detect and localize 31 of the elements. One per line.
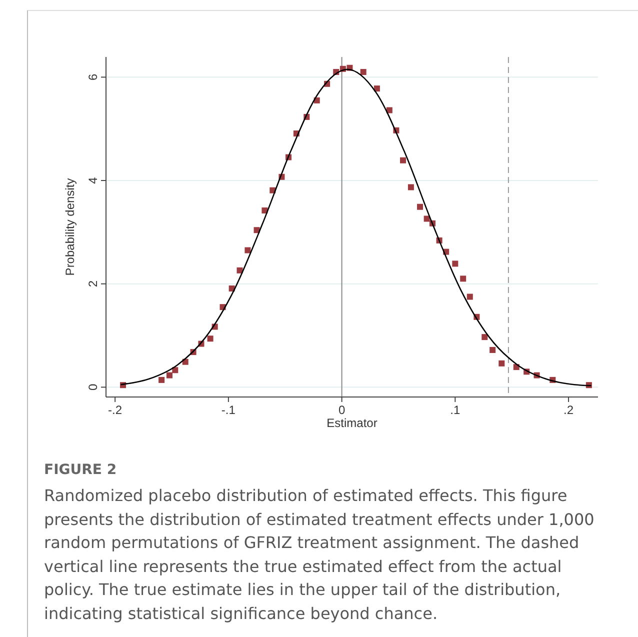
x-tick-label: -.2 bbox=[108, 403, 122, 417]
point bbox=[360, 68, 366, 75]
y-tick-label: 0 bbox=[86, 384, 100, 391]
point bbox=[490, 346, 496, 353]
x-tick-label: .2 bbox=[564, 403, 574, 417]
point bbox=[482, 334, 488, 340]
point bbox=[400, 157, 406, 164]
point bbox=[386, 107, 392, 114]
x-tick-label: -.1 bbox=[221, 403, 236, 417]
x-tick-label: 0 bbox=[338, 403, 346, 417]
y-axis-title: Probability density bbox=[63, 178, 77, 276]
point bbox=[244, 247, 251, 254]
point bbox=[207, 336, 214, 342]
x-tick-label: .1 bbox=[450, 403, 460, 417]
point bbox=[158, 376, 165, 383]
point bbox=[460, 276, 466, 282]
point bbox=[498, 360, 505, 366]
point bbox=[262, 207, 268, 214]
point bbox=[424, 216, 430, 222]
caption: FIGURE 2 bbox=[44, 462, 118, 478]
point bbox=[466, 294, 473, 300]
y-tick-label: 2 bbox=[86, 280, 100, 288]
point bbox=[408, 184, 414, 190]
x-axis-title: Estimator bbox=[326, 416, 378, 430]
point bbox=[417, 204, 424, 210]
text: Randomized placebo distribution of estimated effects. This figure presents the distribution of estimated treatment effects under 1,000 random permutations of GFRIZ treatment assignment. The dashed vertical line represents the true estimated effect from the actual policy. The true estimate lies in the upper tail of the distribution, indicating statistical significance beyond chance. bbox=[44, 485, 596, 624]
point bbox=[374, 86, 380, 92]
y-tick-label: 4 bbox=[86, 176, 100, 184]
point bbox=[452, 260, 458, 267]
point bbox=[166, 372, 172, 378]
y-tick-label: 6 bbox=[86, 73, 100, 80]
